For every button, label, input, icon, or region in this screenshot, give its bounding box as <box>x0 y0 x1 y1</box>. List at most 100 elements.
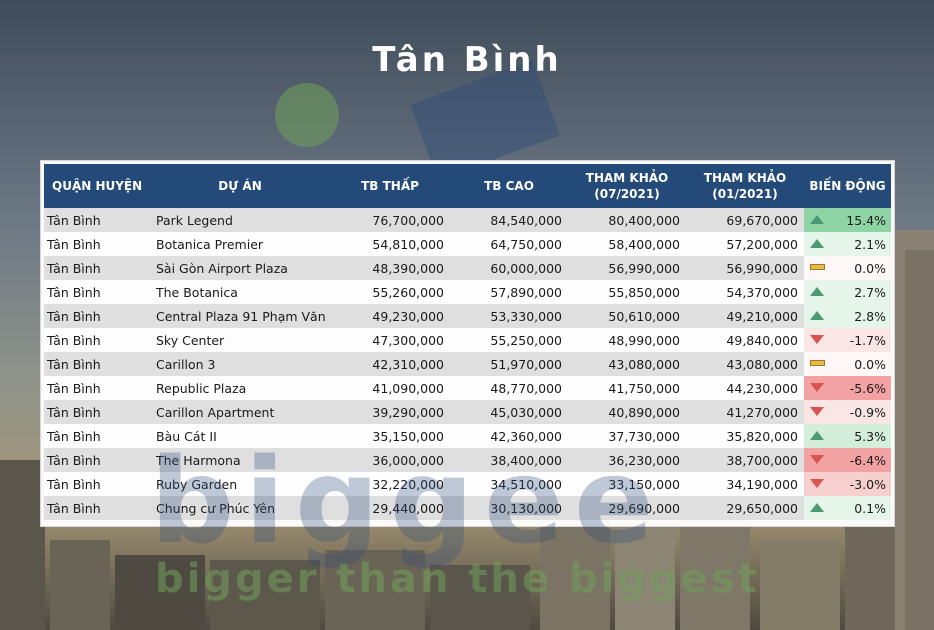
table-header-row: QUẬN HUYỆN DỰ ÁN TB THẤP TB CAO THAM KHẢ… <box>44 164 891 208</box>
cell-ref-jul: 58,400,000 <box>568 232 686 256</box>
header-ref-jan: THAM KHẢO (01/2021) <box>686 164 804 208</box>
change-value: -5.6% <box>849 380 886 396</box>
cell-ref-jan: 44,230,000 <box>686 376 804 400</box>
change-value: 2.1% <box>854 236 886 252</box>
cell-low: 55,260,000 <box>330 280 450 304</box>
header-low: TB THẤP <box>361 179 419 193</box>
cell-low: 42,310,000 <box>330 352 450 376</box>
cell-ref-jan: 41,270,000 <box>686 400 804 424</box>
cell-district: Tân Bình <box>44 256 150 280</box>
trend-down-icon <box>810 383 824 393</box>
cell-district: Tân Bình <box>44 376 150 400</box>
table-row: Tân Bình Park Legend 76,700,000 84,540,000 8… <box>44 208 891 232</box>
cell-district: Tân Bình <box>44 352 150 376</box>
cell-ref-jan: 29,650,000 <box>686 496 804 520</box>
change-value: -3.0% <box>849 476 886 492</box>
cell-project: Carillon Apartment <box>150 400 330 424</box>
cell-change: 5.3% <box>804 424 891 448</box>
table-row: Tân Bình Central Plaza 91 Phạm Văn H 49,23… <box>44 304 891 328</box>
table-row: Tân Bình The Harmona 36,000,000 38,400,000 3… <box>44 448 891 472</box>
trend-up-icon <box>810 215 824 225</box>
cell-ref-jul: 50,610,000 <box>568 304 686 328</box>
cell-change: 2.1% <box>804 232 891 256</box>
cell-district: Tân Bình <box>44 232 150 256</box>
cell-ref-jul: 56,990,000 <box>568 256 686 280</box>
cell-ref-jul: 29,690,000 <box>568 496 686 520</box>
cell-low: 29,440,000 <box>330 496 450 520</box>
cell-ref-jan: 49,210,000 <box>686 304 804 328</box>
cell-high: 38,400,000 <box>450 448 568 472</box>
cell-district: Tân Bình <box>44 424 150 448</box>
cell-district: Tân Bình <box>44 400 150 424</box>
cell-ref-jul: 43,080,000 <box>568 352 686 376</box>
table-row: Tân Bình The Botanica 55,260,000 57,890,000… <box>44 280 891 304</box>
cell-ref-jan: 43,080,000 <box>686 352 804 376</box>
cell-change: -1.7% <box>804 328 891 352</box>
cell-change: 15.4% <box>804 208 891 232</box>
cell-high: 42,360,000 <box>450 424 568 448</box>
cell-change: 2.7% <box>804 280 891 304</box>
trend-up-icon <box>810 431 824 441</box>
cell-ref-jan: 56,990,000 <box>686 256 804 280</box>
change-value: 5.3% <box>854 428 886 444</box>
cell-ref-jan: 57,200,000 <box>686 232 804 256</box>
table-row: Tân Bình Republic Plaza 41,090,000 48,770,0… <box>44 376 891 400</box>
cell-change: 0.0% <box>804 256 891 280</box>
cell-ref-jul: 36,230,000 <box>568 448 686 472</box>
cell-district: Tân Bình <box>44 448 150 472</box>
trend-down-icon <box>810 407 824 417</box>
cell-change: -5.6% <box>804 376 891 400</box>
cell-low: 41,090,000 <box>330 376 450 400</box>
header-ref-jan-line1: THAM KHẢO <box>703 171 787 185</box>
cell-ref-jan: 35,820,000 <box>686 424 804 448</box>
cell-ref-jul: 80,400,000 <box>568 208 686 232</box>
table-row: Tân Bình Carillon Apartment 39,290,000 45,0… <box>44 400 891 424</box>
cell-ref-jul: 40,890,000 <box>568 400 686 424</box>
table-row: Tân Bình Sky Center 47,300,000 55,250,000 48… <box>44 328 891 352</box>
cell-high: 64,750,000 <box>450 232 568 256</box>
cell-ref-jul: 48,990,000 <box>568 328 686 352</box>
trend-up-icon <box>810 287 824 297</box>
cell-ref-jan: 69,670,000 <box>686 208 804 232</box>
trend-flat-icon <box>810 263 825 273</box>
table-row: Tân Bình Carillon 3 42,310,000 51,970,000 43… <box>44 352 891 376</box>
cell-ref-jul: 41,750,000 <box>568 376 686 400</box>
cell-ref-jan: 54,370,000 <box>686 280 804 304</box>
cell-low: 32,220,000 <box>330 472 450 496</box>
cell-ref-jul: 33,150,000 <box>568 472 686 496</box>
header-project: DỰ ÁN <box>218 179 262 193</box>
header-ref-jul-line1: THAM KHẢO <box>585 171 669 185</box>
cell-change: -6.4% <box>804 448 891 472</box>
cell-high: 57,890,000 <box>450 280 568 304</box>
table-body: Tân Bình Park Legend 76,700,000 84,540,000 8… <box>44 208 891 520</box>
trend-up-icon <box>810 239 824 249</box>
change-value: 0.1% <box>854 500 886 516</box>
change-value: 15.4% <box>846 212 886 228</box>
cell-project: Sài Gòn Airport Plaza <box>150 256 330 280</box>
change-value: -1.7% <box>849 332 886 348</box>
cell-low: 48,390,000 <box>330 256 450 280</box>
header-district: QUẬN HUYỆN <box>52 179 143 193</box>
change-value: -6.4% <box>849 452 886 468</box>
cell-project: The Harmona <box>150 448 330 472</box>
cell-change: 0.1% <box>804 496 891 520</box>
change-value: 0.0% <box>854 356 886 372</box>
change-value: -0.9% <box>849 404 886 420</box>
cell-high: 30,130,000 <box>450 496 568 520</box>
cell-project: Sky Center <box>150 328 330 352</box>
table-row: Tân Bình Chung cư Phúc Yên 29,440,000 30,13… <box>44 496 891 520</box>
cell-high: 51,970,000 <box>450 352 568 376</box>
cell-change: -3.0% <box>804 472 891 496</box>
cell-project: Carillon 3 <box>150 352 330 376</box>
table-row: Tân Bình Bàu Cát II 35,150,000 42,360,000 37… <box>44 424 891 448</box>
cell-low: 49,230,000 <box>330 304 450 328</box>
header-ref-jul: THAM KHẢO (07/2021) <box>568 164 686 208</box>
cell-project: Park Legend <box>150 208 330 232</box>
cell-high: 34,510,000 <box>450 472 568 496</box>
trend-up-icon <box>810 311 824 321</box>
cell-high: 84,540,000 <box>450 208 568 232</box>
table-row: Tân Bình Sài Gòn Airport Plaza 48,390,000 6… <box>44 256 891 280</box>
header-high: TB CAO <box>484 179 534 193</box>
cell-district: Tân Bình <box>44 304 150 328</box>
page-title: Tân Bình <box>372 40 562 80</box>
